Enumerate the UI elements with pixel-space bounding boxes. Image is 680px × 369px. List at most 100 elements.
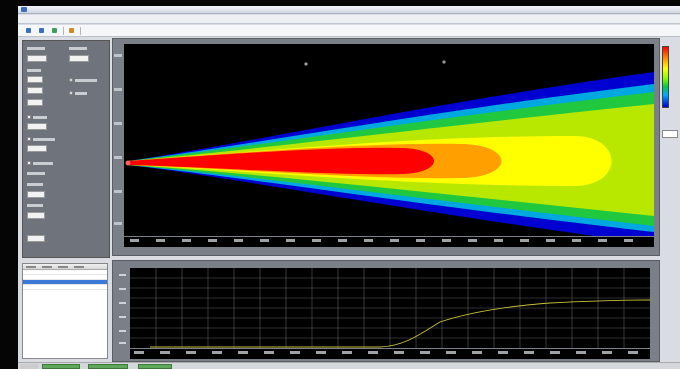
list-item-selected[interactable]	[23, 280, 107, 285]
heatmap-plot[interactable]	[124, 44, 654, 236]
profile-plot[interactable]	[130, 268, 651, 348]
x-tick	[316, 351, 326, 354]
option-checkbox[interactable]	[27, 137, 31, 141]
option-checkbox[interactable]	[27, 161, 31, 165]
heatmap-x-axis	[124, 237, 654, 247]
list-column-header	[42, 265, 52, 268]
properties-panel	[22, 40, 110, 258]
property-field[interactable]	[69, 55, 89, 62]
x-tick	[472, 351, 482, 354]
app-window	[18, 6, 680, 369]
x-tick	[546, 239, 555, 242]
open-icon	[26, 28, 31, 33]
property-field[interactable]	[27, 145, 47, 152]
x-tick	[442, 239, 451, 242]
beam-red-core	[128, 147, 434, 175]
list-item[interactable]	[23, 270, 107, 275]
layer-list	[22, 263, 108, 359]
heatmap-y-axis	[114, 44, 123, 236]
menu-file[interactable]	[36, 18, 44, 20]
y-tick	[119, 288, 126, 290]
property-label	[33, 138, 55, 141]
x-tick	[186, 351, 196, 354]
x-tick	[338, 239, 347, 242]
toolbar-button-2[interactable]	[37, 27, 47, 34]
toolbar	[18, 25, 680, 37]
run-icon	[69, 28, 74, 33]
property-label	[27, 172, 45, 175]
property-field[interactable]	[27, 191, 45, 198]
toolbar-button-8[interactable]	[105, 30, 109, 32]
status-bar	[18, 362, 680, 369]
menu-edit[interactable]	[50, 18, 58, 20]
x-tick	[446, 351, 456, 354]
marker-point	[442, 60, 446, 64]
toolbar-button-7[interactable]	[98, 30, 102, 32]
x-tick	[416, 239, 425, 242]
x-tick	[468, 239, 477, 242]
y-tick	[114, 54, 122, 57]
property-label	[75, 79, 97, 82]
x-tick	[598, 239, 607, 242]
x-tick	[238, 351, 248, 354]
option-radio[interactable]	[69, 78, 73, 82]
property-label	[27, 47, 45, 50]
property-label	[33, 162, 53, 165]
x-tick	[260, 239, 269, 242]
x-tick	[394, 351, 404, 354]
menu-item-9[interactable]	[148, 18, 156, 20]
property-field[interactable]	[27, 99, 43, 106]
y-tick	[119, 302, 126, 304]
option-checkbox[interactable]	[27, 115, 31, 119]
beam-heatmap[interactable]	[124, 44, 654, 236]
menu-bar	[18, 15, 680, 24]
property-label	[27, 69, 41, 72]
toolbar-button-3[interactable]	[50, 27, 60, 34]
graph-y-axis	[118, 268, 128, 348]
option-radio[interactable]	[69, 91, 73, 95]
x-tick	[524, 351, 534, 354]
toolbar-button-4[interactable]	[67, 27, 77, 34]
profile-graph[interactable]	[130, 268, 651, 348]
status-text	[20, 364, 38, 369]
marker-point	[304, 62, 308, 66]
property-label	[33, 116, 47, 119]
x-tick	[624, 239, 633, 242]
menu-item-4[interactable]	[78, 18, 86, 20]
graph-x-axis	[130, 349, 650, 359]
menu-item-7[interactable]	[120, 18, 128, 20]
status-segment	[138, 364, 172, 369]
menu-help[interactable]	[162, 18, 170, 20]
property-field[interactable]	[27, 123, 47, 130]
app-icon	[21, 7, 27, 12]
source-point	[125, 160, 131, 166]
list-column-header	[26, 265, 36, 268]
toolbar-button-5[interactable]	[84, 30, 88, 32]
property-label	[69, 47, 87, 50]
menu-view[interactable]	[64, 18, 72, 20]
list-item[interactable]	[23, 285, 107, 290]
colorbar-value-field[interactable]	[662, 130, 678, 138]
menu-item-5[interactable]	[92, 18, 100, 20]
property-field[interactable]	[27, 212, 45, 219]
property-field[interactable]	[27, 55, 47, 62]
property-field[interactable]	[27, 76, 43, 83]
property-field[interactable]	[27, 235, 45, 242]
copy-icon	[52, 28, 57, 33]
x-tick	[576, 351, 586, 354]
menu-window[interactable]	[134, 18, 142, 20]
status-segment	[88, 364, 128, 369]
colorbar-gradient	[662, 46, 669, 108]
toolbar-button-6[interactable]	[91, 30, 95, 32]
x-tick	[364, 239, 373, 242]
list-item[interactable]	[23, 275, 107, 280]
toolbar-button-1[interactable]	[24, 27, 34, 34]
toolbar-button-9[interactable]	[112, 30, 116, 32]
property-field[interactable]	[27, 87, 43, 94]
menu-item-6[interactable]	[106, 18, 114, 20]
x-tick	[602, 351, 612, 354]
colorbar-tick	[671, 106, 677, 108]
x-tick	[212, 351, 222, 354]
title-bar	[18, 6, 680, 14]
x-tick	[520, 239, 529, 242]
